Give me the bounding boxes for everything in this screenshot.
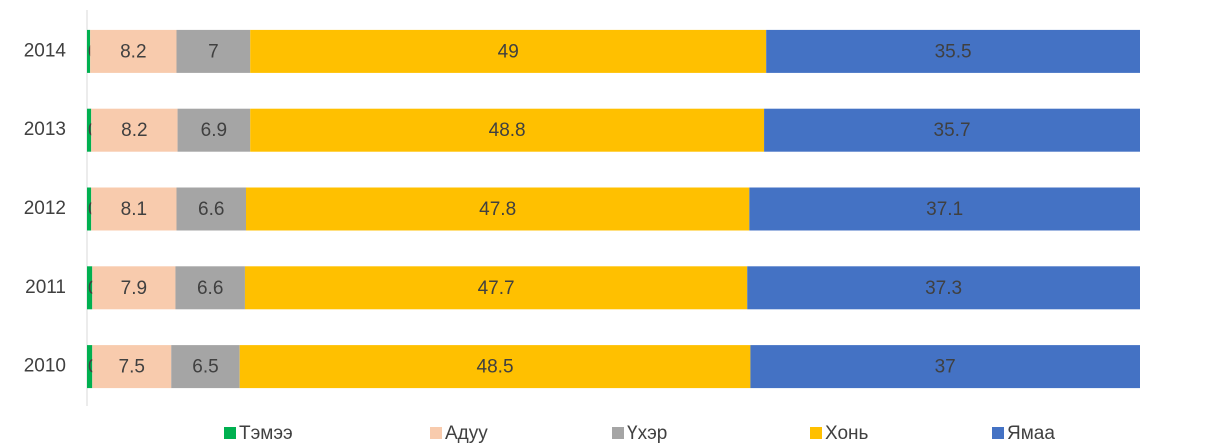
bar-segment [92, 345, 172, 389]
bar-segment [766, 29, 1140, 73]
bar-segment [171, 345, 240, 389]
y-tick-label: 2010 [24, 356, 66, 377]
y-tick-label: 2013 [24, 119, 66, 140]
legend-label: Адуу [445, 423, 488, 444]
data-label: 7.5 [119, 357, 145, 378]
legend-swatch [612, 427, 624, 439]
legend-swatch [430, 427, 442, 439]
legend-swatch [224, 427, 236, 439]
bar-segment [764, 108, 1140, 152]
data-label: 37 [935, 357, 956, 378]
bar-segment [87, 266, 93, 310]
data-label: 37.1 [926, 199, 963, 220]
legend-label: Тэмээ [239, 423, 293, 444]
bar-segment [91, 187, 177, 231]
bar-segment [244, 266, 748, 310]
bar-segment [90, 29, 177, 73]
bar-segment [91, 108, 178, 152]
bar-segment [250, 108, 765, 152]
data-label: 35.7 [934, 120, 971, 141]
bar-segment [750, 345, 1140, 389]
data-label: 48.8 [489, 120, 526, 141]
legend-swatch [992, 427, 1004, 439]
data-label: 6.6 [198, 199, 224, 220]
data-label: 6.9 [201, 120, 227, 141]
data-label: 8.1 [121, 199, 147, 220]
bar-segment [92, 266, 176, 310]
bar-segment [749, 187, 1140, 231]
data-label: 8.2 [120, 41, 146, 62]
bar-segment [239, 345, 751, 389]
data-label: 37.3 [925, 278, 962, 299]
y-tick-label: 2014 [24, 40, 67, 61]
bar-segment [87, 187, 92, 231]
legend-label: Хонь [825, 423, 869, 444]
legend-swatch [810, 427, 822, 439]
y-tick-label: 2011 [25, 277, 66, 298]
data-label: 48.5 [477, 357, 514, 378]
bar-segment [250, 29, 767, 73]
data-label: 49 [498, 41, 519, 62]
bar-segment [176, 187, 247, 231]
bar-segment [87, 345, 93, 389]
bar-segment [747, 266, 1140, 310]
bar-segment [175, 266, 245, 310]
bar-segment [87, 29, 91, 73]
data-label: 47.8 [479, 199, 516, 220]
data-label: 6.6 [197, 278, 223, 299]
data-label: 7.9 [121, 278, 147, 299]
data-label: 8.2 [121, 120, 147, 141]
bar-segment [176, 29, 251, 73]
data-label: 47.7 [478, 278, 515, 299]
bar-segment [177, 108, 251, 152]
bar-segment [87, 108, 92, 152]
data-label: 35.5 [935, 41, 972, 62]
data-label: 6.5 [192, 357, 218, 378]
bar-segment [246, 187, 750, 231]
legend-label: Үхэр [627, 423, 667, 444]
legend-label: Ямаа [1007, 423, 1055, 444]
y-tick-label: 2012 [24, 198, 66, 219]
data-label: 7 [208, 41, 219, 62]
